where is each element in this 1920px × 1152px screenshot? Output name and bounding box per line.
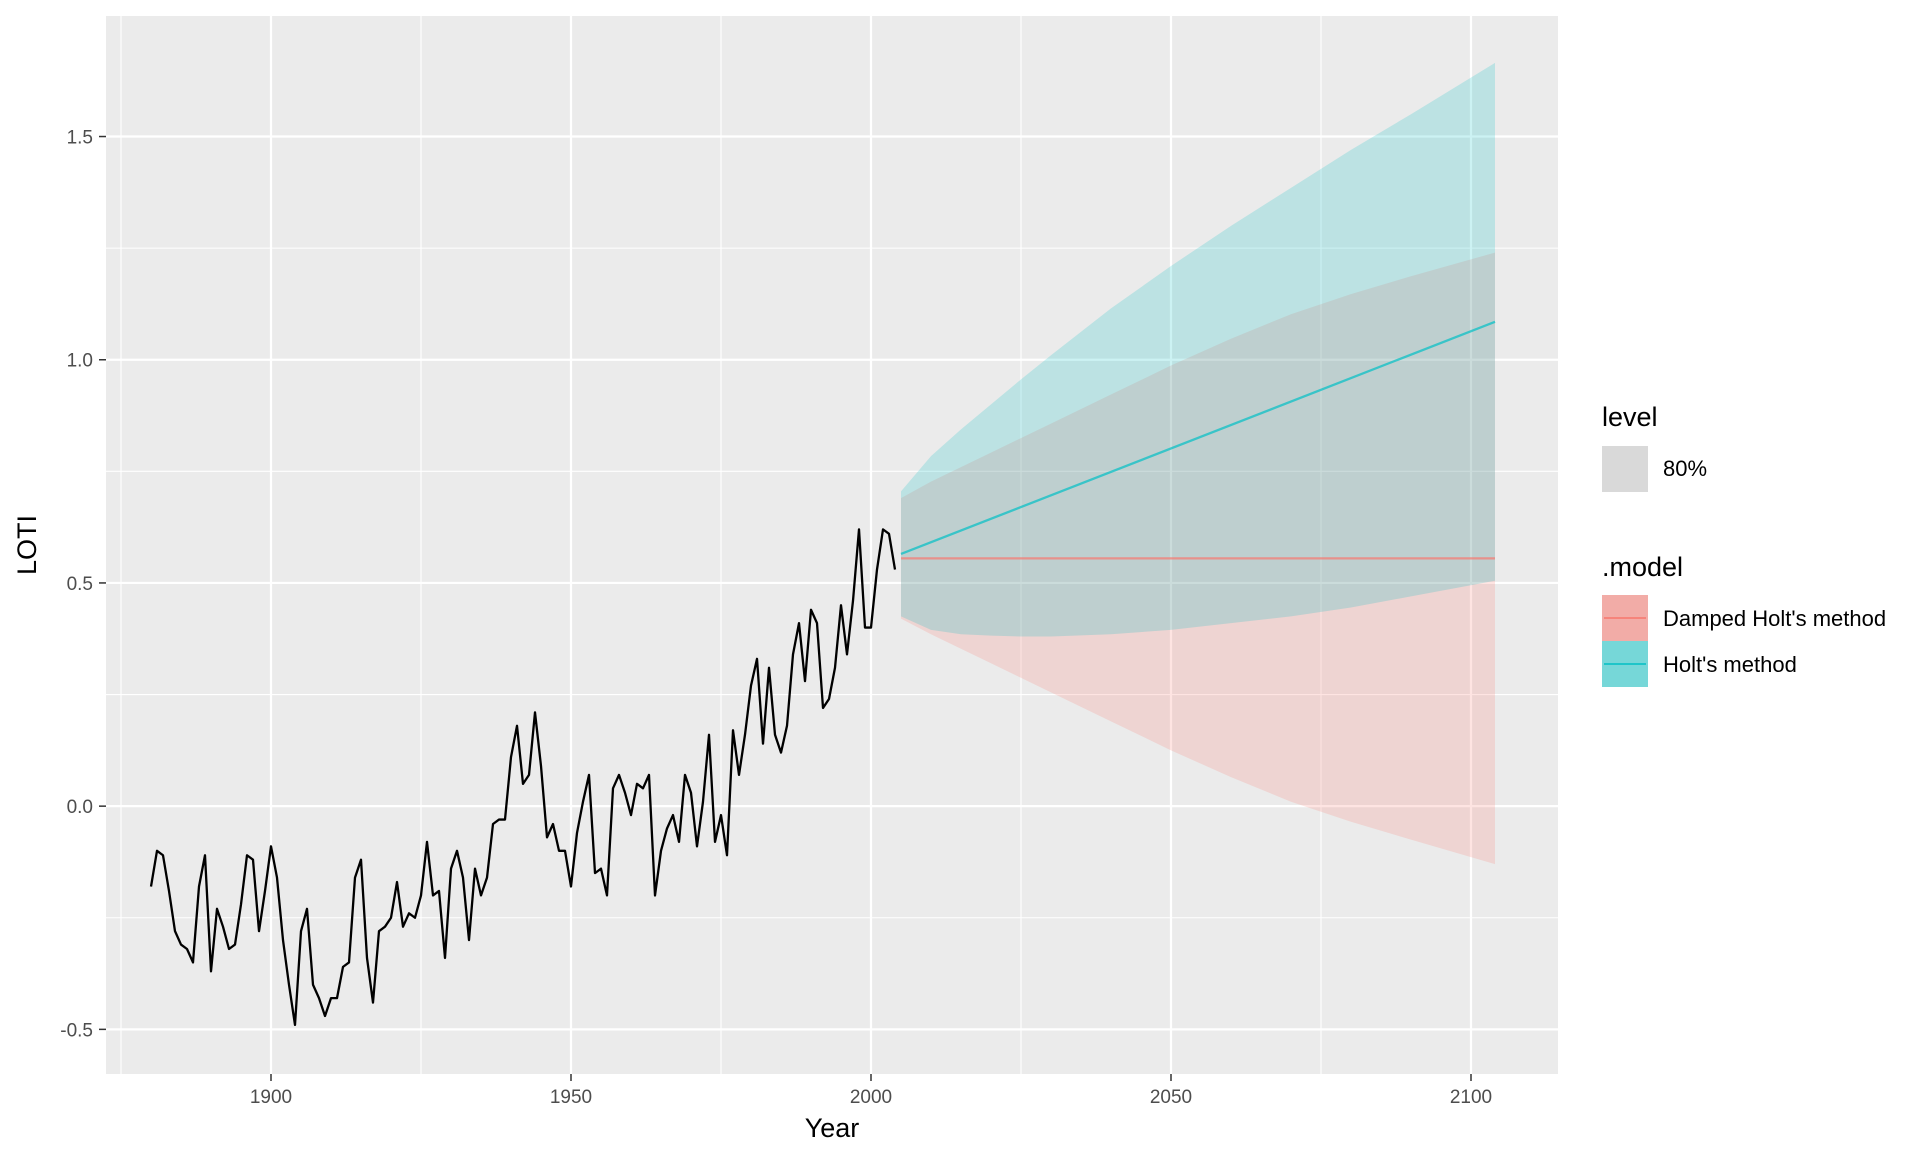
legend-label-holt: Holt's method [1663,652,1797,677]
axes: 1900 1950 2000 2050 2100 -0.5 0.0 0.5 1.0 1.5 [60,128,1492,1108]
x-tick-label: 1900 [250,1087,292,1108]
y-tick-label: 0.0 [67,797,93,818]
history-line [149,528,897,1027]
holt-80-interval [901,62,1495,637]
y-tick-label: 0.5 [67,574,93,595]
x-axis-title: Year [805,1113,860,1143]
x-tick-label: 2000 [850,1087,892,1108]
x-tick-label: 1950 [550,1087,592,1108]
legend-key-80 [1602,446,1648,492]
legend: level 80% .model Damped Holt's method Ho… [1602,402,1886,687]
minor-grid [106,16,1558,1074]
y-tick-label: 1.0 [67,351,93,372]
legend-title-level: level [1602,402,1658,432]
y-tick-label: -0.5 [60,1020,93,1041]
major-grid [106,16,1558,1074]
legend-label-80: 80% [1663,456,1707,481]
legend-title-model: .model [1602,552,1683,582]
x-tick-label: 2100 [1450,1087,1492,1108]
legend-label-damped: Damped Holt's method [1663,606,1886,631]
y-axis-title: LOTI [12,515,42,575]
x-tick-label: 2050 [1150,1087,1192,1108]
series-lines [149,320,1496,1027]
y-tick-label: 1.5 [67,128,93,149]
holt-forecast-line [900,320,1496,555]
plot-panel [106,16,1558,1074]
